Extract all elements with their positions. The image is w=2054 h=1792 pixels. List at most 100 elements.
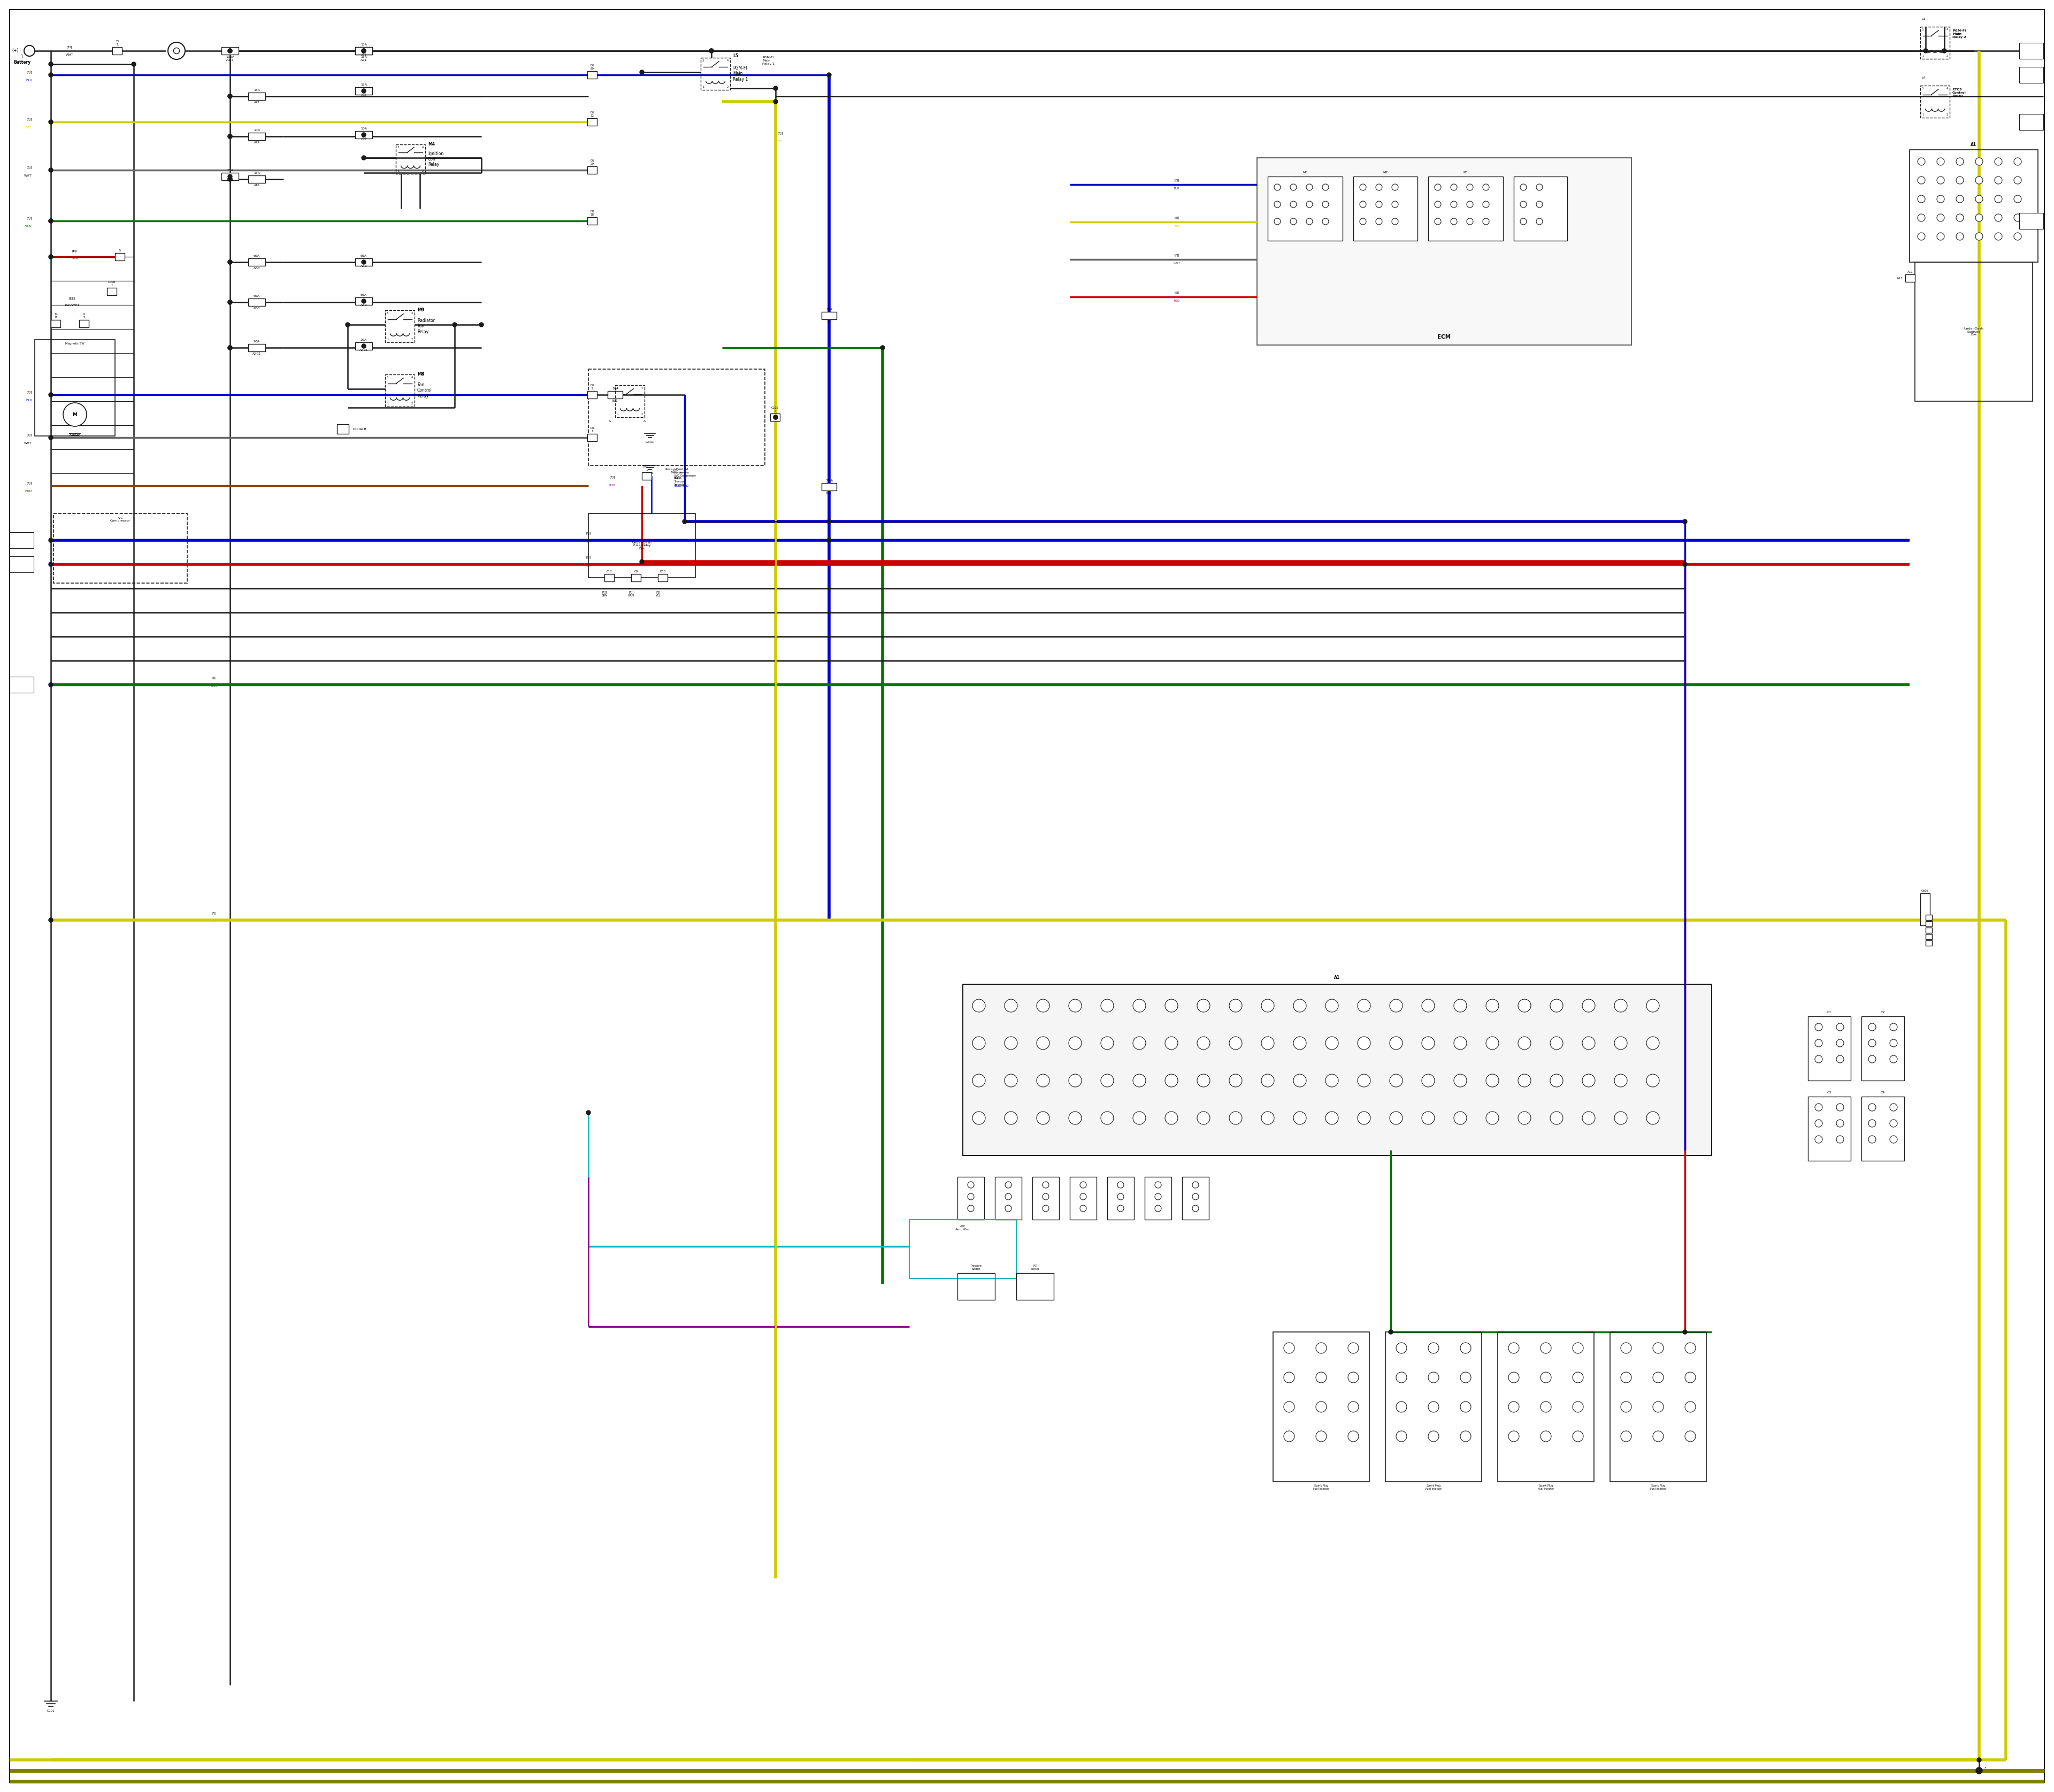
Text: 38: 38: [1458, 1041, 1462, 1045]
Circle shape: [228, 299, 232, 305]
Text: BLU: BLU: [585, 539, 592, 543]
Circle shape: [1836, 1039, 1844, 1047]
Circle shape: [228, 174, 232, 179]
Circle shape: [362, 133, 366, 136]
Bar: [355, 88, 372, 95]
Text: [EJ]: [EJ]: [1175, 254, 1179, 256]
Circle shape: [1994, 177, 2003, 185]
Circle shape: [1101, 1111, 1113, 1124]
Bar: [396, 145, 425, 174]
Text: 13: 13: [1920, 197, 1923, 201]
Circle shape: [1421, 1111, 1434, 1124]
Text: 14: 14: [1395, 1004, 1399, 1007]
Circle shape: [1573, 1342, 1584, 1353]
Circle shape: [452, 323, 456, 326]
Text: 73: 73: [1169, 1116, 1173, 1120]
Circle shape: [1918, 158, 1925, 165]
Bar: [1861, 1097, 1904, 1161]
Text: B22: B22: [826, 491, 832, 495]
Bar: [614, 385, 645, 418]
Circle shape: [1508, 1401, 1520, 1412]
Text: Spark Plug
Fuel Injector: Spark Plug Fuel Injector: [1425, 1484, 1442, 1491]
Circle shape: [1317, 1373, 1327, 1383]
Circle shape: [972, 1111, 986, 1124]
Text: A16: A16: [228, 179, 232, 181]
Text: 25: 25: [1920, 235, 1923, 238]
Text: Pressure
Switch: Pressure Switch: [972, 1265, 982, 1271]
Bar: [1273, 1331, 1370, 1482]
Circle shape: [1836, 1104, 1844, 1111]
Bar: [1610, 1331, 1707, 1482]
Bar: [1920, 894, 1931, 925]
Circle shape: [1518, 1111, 1530, 1124]
Text: 18: 18: [1522, 1004, 1526, 1007]
Bar: [1920, 27, 1949, 59]
Circle shape: [1467, 185, 1473, 190]
Circle shape: [1454, 1038, 1467, 1050]
Text: A/C
Compressor
(A/C Compressor
Clutch
Thermal
Protector): A/C Compressor (A/C Compressor Clutch Th…: [674, 468, 696, 486]
Text: BRN: BRN: [25, 489, 33, 493]
Circle shape: [1284, 1373, 1294, 1383]
Circle shape: [1518, 1073, 1530, 1088]
Text: 60A: 60A: [362, 254, 368, 258]
Bar: [957, 1177, 984, 1220]
Text: D1
1: D1 1: [589, 426, 594, 432]
Text: 1: 1: [21, 54, 23, 59]
Bar: [113, 47, 121, 54]
Circle shape: [1647, 1111, 1660, 1124]
Text: BLU/RED: BLU/RED: [674, 484, 688, 487]
Circle shape: [1358, 1000, 1370, 1012]
Circle shape: [1483, 201, 1489, 208]
Circle shape: [1261, 1000, 1273, 1012]
Bar: [1927, 941, 1933, 946]
Bar: [963, 984, 1711, 1156]
Text: [EJ]
YEL: [EJ] YEL: [655, 591, 661, 597]
Bar: [657, 573, 668, 581]
Circle shape: [1037, 1038, 1050, 1050]
Circle shape: [1323, 185, 1329, 190]
Circle shape: [1325, 1073, 1339, 1088]
Text: 10: 10: [1265, 1004, 1269, 1007]
Circle shape: [1890, 1136, 1898, 1143]
Bar: [587, 217, 598, 224]
Text: 10: 10: [1512, 1435, 1516, 1437]
Circle shape: [1165, 1038, 1177, 1050]
Text: A29: A29: [255, 142, 259, 143]
Circle shape: [1976, 158, 1982, 165]
Circle shape: [345, 323, 349, 326]
Text: [EJ]: [EJ]: [27, 217, 33, 220]
Text: 14: 14: [1939, 197, 1943, 201]
Text: 57: 57: [1362, 1079, 1366, 1082]
Text: 15A: 15A: [253, 90, 261, 91]
Text: 59: 59: [1428, 1079, 1430, 1082]
Text: A16: A16: [255, 185, 259, 186]
Circle shape: [1684, 1342, 1697, 1353]
Text: 87: 87: [1619, 1116, 1623, 1120]
Text: C3: C3: [1828, 1091, 1832, 1093]
Circle shape: [228, 299, 232, 305]
Circle shape: [1836, 1120, 1844, 1127]
Circle shape: [228, 134, 232, 138]
Circle shape: [1653, 1342, 1664, 1353]
Bar: [2019, 66, 2044, 82]
Circle shape: [1290, 219, 1296, 224]
Text: 31: 31: [1234, 1041, 1237, 1045]
Circle shape: [828, 538, 832, 543]
Circle shape: [639, 559, 645, 564]
Circle shape: [1816, 1039, 1822, 1047]
Circle shape: [1347, 1373, 1358, 1383]
Circle shape: [1450, 219, 1456, 224]
Text: 71: 71: [1105, 1116, 1109, 1120]
Text: A22: A22: [255, 100, 259, 104]
Text: 22: 22: [1651, 1004, 1656, 1007]
Text: Magnetic SW: Magnetic SW: [66, 342, 84, 346]
Text: C9: C9: [635, 570, 639, 573]
Text: 17: 17: [1996, 197, 2001, 201]
Circle shape: [1937, 195, 1945, 202]
Circle shape: [168, 43, 185, 59]
Circle shape: [1551, 1111, 1563, 1124]
Text: 20A: 20A: [362, 339, 368, 340]
Circle shape: [1284, 1342, 1294, 1353]
Bar: [587, 514, 696, 577]
Circle shape: [1428, 1342, 1440, 1353]
